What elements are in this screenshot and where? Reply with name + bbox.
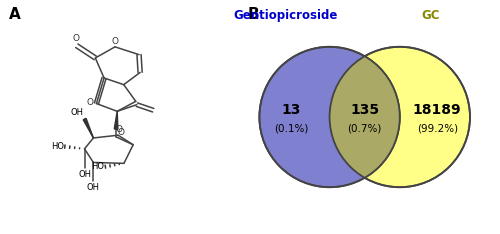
Text: OH: OH [70,108,84,117]
Text: A: A [9,7,21,22]
Polygon shape [83,118,94,138]
Text: (0.7%): (0.7%) [348,124,382,134]
Circle shape [330,47,470,187]
Circle shape [260,47,400,187]
Text: O: O [86,98,94,107]
Text: (0.1%): (0.1%) [274,124,308,134]
Text: 135: 135 [350,103,379,117]
Text: HO: HO [91,162,104,171]
Text: O: O [72,34,79,44]
Text: OH: OH [87,183,100,192]
Text: HO: HO [50,142,64,151]
Text: O: O [116,125,123,134]
Text: GC: GC [421,9,440,22]
Text: (99.2%): (99.2%) [416,124,458,134]
Text: 18189: 18189 [413,103,462,117]
Text: O: O [117,128,124,138]
Polygon shape [114,111,118,129]
Text: 13: 13 [282,103,300,117]
Text: Gentiopicroside: Gentiopicroside [233,9,338,22]
Text: OH: OH [78,170,91,179]
Circle shape [260,47,400,187]
Text: B: B [248,7,260,22]
Text: O: O [112,37,118,46]
